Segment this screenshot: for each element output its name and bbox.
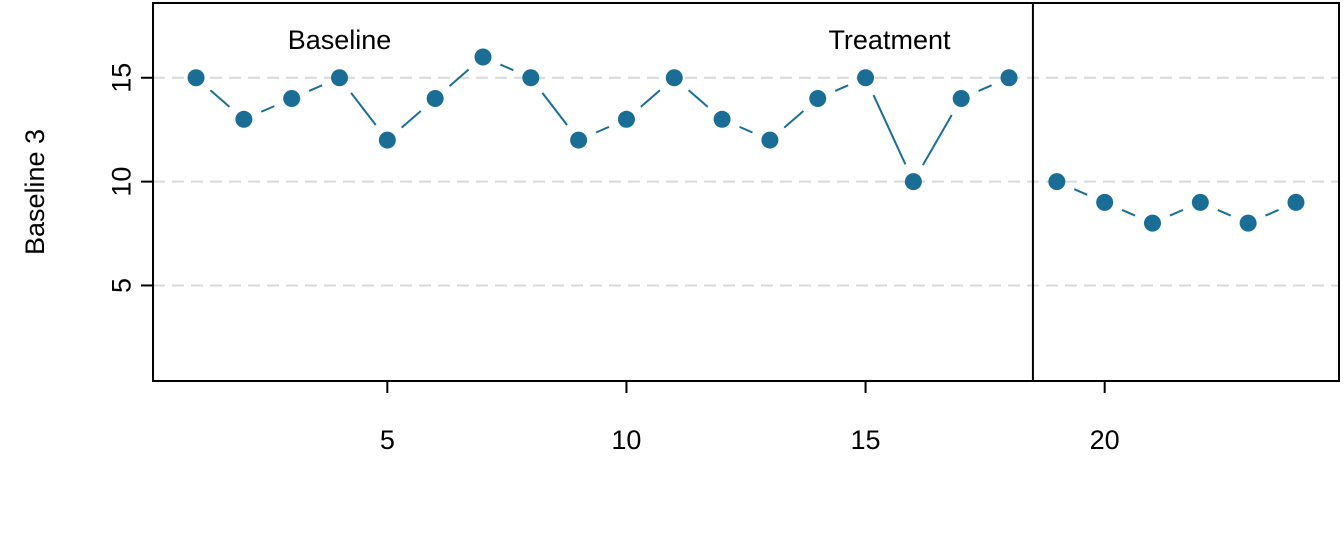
data-point-treatment-20 bbox=[1096, 193, 1114, 211]
data-point-baseline-3 bbox=[283, 90, 301, 108]
data-point-baseline-10 bbox=[617, 110, 635, 128]
series-baseline-segment-13 bbox=[783, 110, 805, 129]
data-point-baseline-14 bbox=[809, 90, 827, 108]
series-baseline-segment-14 bbox=[834, 84, 849, 92]
y-tick-label-10: 10 bbox=[106, 167, 136, 197]
x-tick-label-5: 5 bbox=[380, 425, 395, 455]
plot-frame bbox=[152, 2, 1340, 382]
series-lines bbox=[209, 63, 1279, 217]
series-baseline-segment-10 bbox=[640, 89, 661, 108]
y-tick-label-15: 15 bbox=[106, 63, 136, 93]
data-point-baseline-18 bbox=[1000, 69, 1018, 87]
series-baseline-segment-17 bbox=[978, 84, 992, 92]
data-point-baseline-6 bbox=[426, 90, 444, 108]
series-baseline-segment-4 bbox=[350, 92, 377, 126]
y-axis-title: Baseline 3 bbox=[20, 129, 50, 255]
data-point-baseline-16 bbox=[904, 173, 922, 191]
data-points bbox=[187, 48, 1305, 232]
series-baseline-segment-2 bbox=[260, 105, 275, 113]
x-axis: 5 10 15 20 bbox=[380, 381, 1120, 455]
data-point-treatment-19 bbox=[1048, 173, 1066, 191]
data-point-baseline-9 bbox=[570, 131, 588, 149]
data-point-baseline-11 bbox=[665, 69, 683, 87]
data-point-baseline-17 bbox=[952, 90, 970, 108]
phase-label-baseline: Baseline bbox=[288, 25, 392, 55]
data-point-baseline-5 bbox=[378, 131, 396, 149]
data-point-baseline-2 bbox=[235, 110, 253, 128]
series-baseline-segment-15 bbox=[872, 94, 907, 165]
data-point-baseline-12 bbox=[713, 110, 731, 128]
series-baseline-segment-12 bbox=[739, 125, 753, 134]
data-point-baseline-15 bbox=[857, 69, 875, 87]
x-tick-label-10: 10 bbox=[611, 425, 641, 455]
x-tick-label-15: 15 bbox=[851, 425, 881, 455]
series-baseline-segment-5 bbox=[401, 110, 422, 129]
series-treatment-segment-5 bbox=[1265, 209, 1279, 217]
data-point-baseline-13 bbox=[761, 131, 779, 149]
series-treatment-segment-4 bbox=[1217, 209, 1232, 217]
series-baseline-segment-6 bbox=[448, 68, 470, 87]
series-baseline-segment-11 bbox=[687, 89, 709, 108]
series-baseline-segment-7 bbox=[500, 63, 514, 72]
series-baseline-segment-16 bbox=[921, 114, 953, 166]
series-baseline-segment-9 bbox=[595, 125, 610, 134]
data-point-treatment-23 bbox=[1239, 214, 1257, 232]
data-point-baseline-1 bbox=[187, 69, 205, 87]
x-tick-label-20: 20 bbox=[1090, 425, 1120, 455]
data-point-treatment-24 bbox=[1287, 193, 1305, 211]
series-baseline-segment-1 bbox=[209, 89, 231, 108]
series-treatment-segment-3 bbox=[1169, 209, 1184, 217]
phase-label-treatment: Treatment bbox=[828, 25, 951, 55]
y-tick-label-5: 5 bbox=[106, 278, 136, 293]
series-baseline-segment-3 bbox=[308, 84, 323, 92]
series-treatment-segment-1 bbox=[1073, 188, 1088, 196]
series-treatment-segment-2 bbox=[1121, 209, 1136, 217]
data-point-baseline-4 bbox=[331, 69, 349, 87]
gridlines bbox=[153, 76, 1339, 287]
data-point-baseline-8 bbox=[522, 69, 540, 87]
data-point-treatment-21 bbox=[1143, 214, 1161, 232]
data-point-baseline-7 bbox=[474, 48, 492, 66]
series-baseline-segment-8 bbox=[541, 92, 568, 126]
y-axis: 5 10 15 bbox=[106, 63, 153, 293]
data-point-treatment-22 bbox=[1191, 193, 1209, 211]
